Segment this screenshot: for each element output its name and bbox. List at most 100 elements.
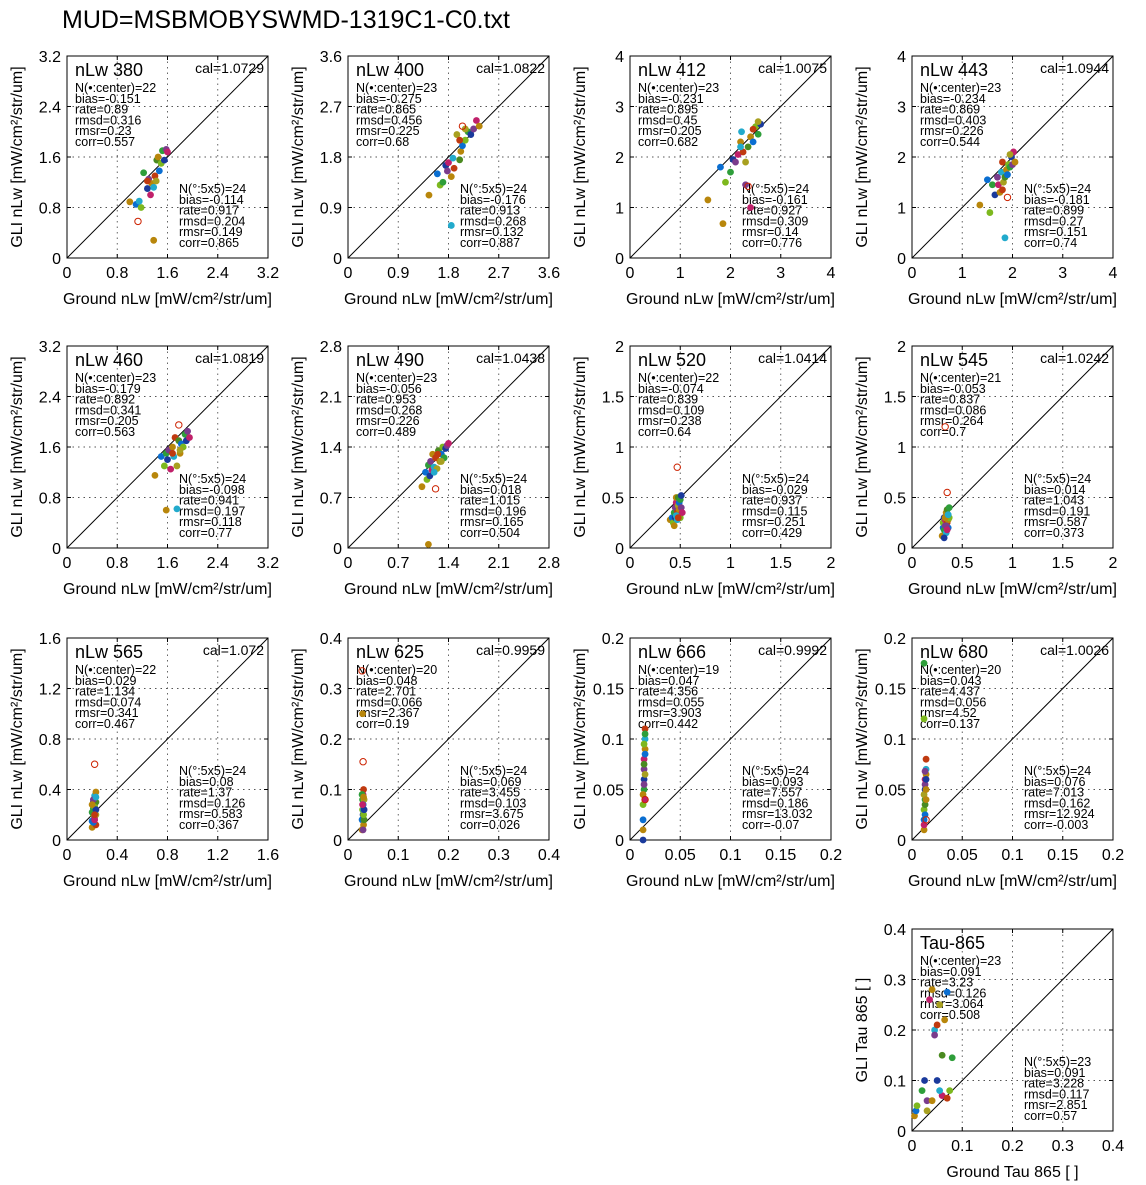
stats-box-line: bias=-0.029 bbox=[742, 483, 808, 497]
stats-center-line: rmsr=0.264 bbox=[920, 414, 984, 428]
data-point bbox=[92, 788, 100, 796]
y-tick-label: 0.05 bbox=[593, 783, 624, 800]
one-to-one-line bbox=[347, 637, 550, 841]
stats-center-line: bias=-0.179 bbox=[75, 382, 141, 396]
y-tick-label: 1.6 bbox=[39, 631, 61, 648]
stats-box-line: rmsr=0.149 bbox=[179, 225, 243, 239]
stats-center-line: bias=0.029 bbox=[75, 674, 137, 688]
stats-center-line: rate=4.437 bbox=[920, 685, 980, 699]
stats-box-line: bias=-0.161 bbox=[742, 193, 808, 207]
data-point bbox=[928, 986, 936, 993]
data-point bbox=[641, 745, 649, 753]
data-point bbox=[994, 173, 1001, 181]
x-tick-label: 0.1 bbox=[951, 1138, 973, 1155]
open-data-point bbox=[90, 760, 99, 768]
y-axis-label: GLI nLw [mW/cm²/str/um] bbox=[854, 356, 871, 537]
y-tick-label: 3.2 bbox=[39, 49, 61, 66]
data-point bbox=[639, 826, 647, 834]
data-point bbox=[717, 163, 724, 171]
stats-box-line: N(°:5x5)=24 bbox=[460, 182, 527, 196]
chart-panel: 00 0.8 0.8 1.6 1.6 2.4 2.4 3.2 3.2 Ground nLw [mW… bbox=[9, 49, 279, 308]
stats-box-line: corr=0.776 bbox=[742, 236, 802, 250]
y-axis-label: GLI nLw [mW/cm²/str/um] bbox=[290, 648, 307, 829]
stats-center-line: rate=0.839 bbox=[638, 393, 698, 407]
x-tick-label: 1.5 bbox=[1052, 555, 1074, 572]
open-data-point bbox=[922, 816, 930, 824]
x-tick-label: 0.7 bbox=[387, 555, 409, 572]
y-tick-label: 2.4 bbox=[39, 100, 61, 117]
panel-label: nLw 380 bbox=[75, 60, 143, 80]
y-axis-label: GLI nLw [mW/cm²/str/um] bbox=[572, 66, 589, 247]
open-data-point bbox=[458, 122, 467, 130]
stats-center-line: rate=0.895 bbox=[638, 103, 698, 117]
x-axis-label: Ground nLw [mW/cm²/str/um] bbox=[63, 581, 272, 598]
data-point bbox=[913, 1102, 921, 1110]
stats-box-line: rmsd=0.162 bbox=[1024, 796, 1090, 810]
data-point bbox=[425, 191, 433, 199]
x-tick-label: 0.8 bbox=[106, 555, 128, 572]
x-tick-label: 2 bbox=[827, 555, 836, 572]
x-tick-label: 0 bbox=[908, 265, 917, 282]
data-point bbox=[1011, 158, 1019, 166]
y-tick-label: 1.5 bbox=[602, 390, 624, 407]
y-tick-label: 0.4 bbox=[39, 783, 61, 800]
stats-center-line: bias=-0.234 bbox=[920, 92, 986, 106]
data-point bbox=[92, 793, 100, 801]
data-point bbox=[737, 138, 744, 146]
stats-box-line: rate=1.043 bbox=[1024, 494, 1084, 508]
stats-box-line: rate=7.557 bbox=[742, 786, 802, 800]
stats-box-line: rmsr=12.924 bbox=[1024, 807, 1095, 821]
y-tick-label: 0 bbox=[897, 1124, 906, 1141]
data-point bbox=[144, 185, 151, 192]
y-tick-label: 0.3 bbox=[884, 973, 906, 990]
open-data-point bbox=[941, 423, 949, 431]
stats-center-line: N(•:center)=23 bbox=[75, 371, 156, 385]
stats-center-line: bias=0.091 bbox=[920, 965, 982, 979]
data-point bbox=[135, 197, 143, 205]
data-point bbox=[1006, 151, 1014, 158]
stats-center-line: corr=0.442 bbox=[638, 717, 698, 731]
chart-panel: 00 0.8 0.8 1.6 1.6 2.4 2.4 3.2 3.2 Ground nLw [mW… bbox=[9, 339, 279, 598]
stats-box-line: rate=0.927 bbox=[742, 204, 802, 218]
y-tick-label: 0.1 bbox=[884, 732, 906, 749]
data-point bbox=[169, 443, 176, 451]
data-point bbox=[727, 168, 734, 176]
x-tick-label: 0 bbox=[63, 555, 72, 572]
x-tick-label: 0 bbox=[63, 847, 72, 864]
stats-box-line: corr=0.74 bbox=[1024, 236, 1077, 250]
stats-center-line: bias=-0.275 bbox=[356, 92, 422, 106]
data-point bbox=[922, 776, 930, 783]
data-point bbox=[91, 816, 99, 824]
data-point bbox=[933, 1021, 941, 1029]
open-data-point bbox=[641, 795, 649, 804]
y-tick-label: 0 bbox=[615, 541, 624, 558]
y-tick-label: 0.8 bbox=[39, 732, 61, 749]
stats-center-line: rate=0.953 bbox=[356, 393, 416, 407]
y-tick-label: 0.4 bbox=[320, 631, 342, 648]
data-point bbox=[154, 153, 162, 161]
cal-value: cal=1.0242 bbox=[1040, 350, 1109, 366]
data-point bbox=[922, 786, 930, 793]
stats-center-line: rmsd=0.055 bbox=[638, 695, 704, 709]
stats-box-line: N(°:5x5)=24 bbox=[742, 764, 809, 778]
data-point bbox=[995, 181, 1002, 189]
stats-box-line: rmsd=0.197 bbox=[179, 504, 245, 518]
open-data-point bbox=[175, 421, 183, 429]
data-point bbox=[928, 1097, 936, 1105]
data-point bbox=[754, 118, 762, 126]
stats-center-line: rmsr=0.226 bbox=[920, 124, 984, 138]
stats-center-line: bias=-0.151 bbox=[75, 92, 141, 106]
x-tick-label: 1 bbox=[958, 265, 967, 282]
data-point bbox=[943, 988, 951, 996]
x-tick-label: 3 bbox=[776, 265, 785, 282]
stats-center-line: rate=0.869 bbox=[920, 103, 980, 117]
cal-value: cal=0.9959 bbox=[476, 642, 545, 658]
x-tick-label: 0 bbox=[344, 555, 353, 572]
stats-box-line: corr=0.026 bbox=[460, 818, 520, 832]
data-point bbox=[674, 514, 682, 522]
data-point bbox=[470, 125, 478, 133]
x-tick-label: 1 bbox=[1008, 555, 1017, 572]
x-axis-label: Ground nLw [mW/cm²/str/um] bbox=[63, 873, 272, 890]
chart-panel: 00 0.9 0.9 1.8 1.8 2.7 2.7 3.6 3.6 Ground nLw [mW… bbox=[290, 49, 560, 308]
stats-center-line: N(•:center)=23 bbox=[920, 954, 1001, 968]
